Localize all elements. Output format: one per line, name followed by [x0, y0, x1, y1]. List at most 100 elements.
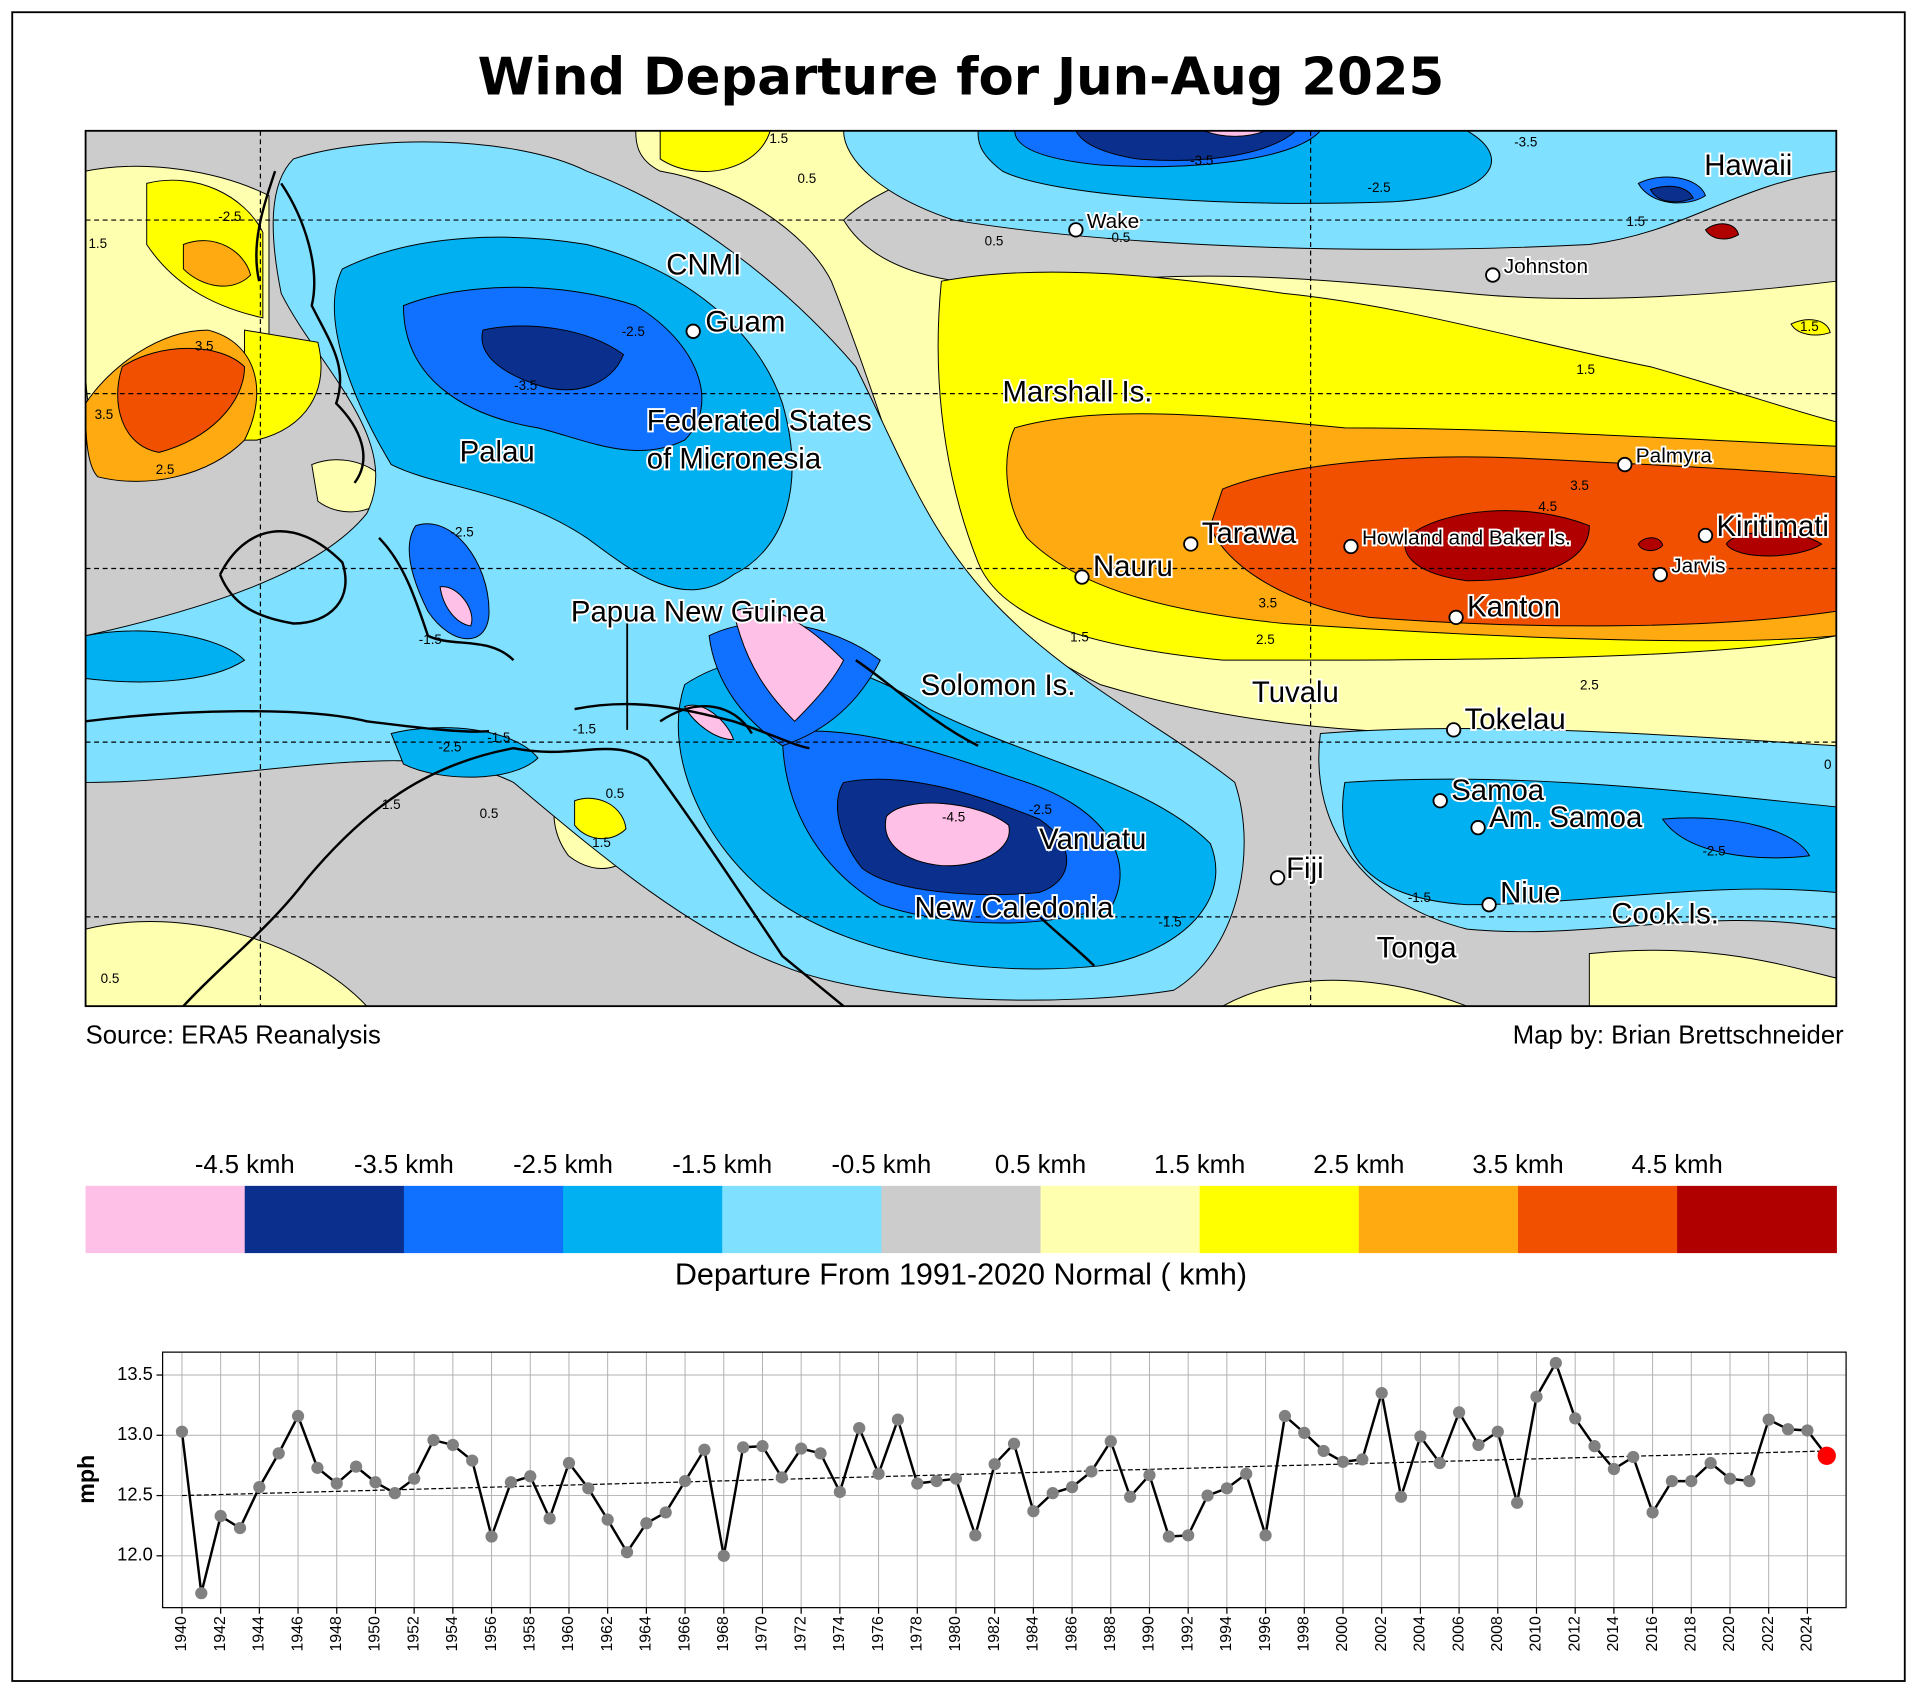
data-point: [891, 1413, 905, 1426]
coastline: [378, 537, 515, 662]
data-point: [427, 1434, 440, 1447]
data-point: [291, 1409, 305, 1423]
data-point: [1511, 1496, 1524, 1509]
colorbar-swatch: [563, 1185, 723, 1254]
data-point: [388, 1487, 401, 1500]
place-label: Marshall Is.: [1003, 375, 1153, 408]
data-point: [1472, 1438, 1485, 1452]
x-tick-label: 1960: [560, 1616, 577, 1651]
x-tick-label: 1998: [1295, 1616, 1312, 1651]
data-point: [1588, 1440, 1601, 1453]
x-tick-label: 2008: [1489, 1616, 1506, 1651]
data-point: [930, 1474, 943, 1488]
place-marker: [685, 323, 701, 339]
contour-label: 0.5: [985, 234, 1004, 249]
y-tick-label: 13.0: [117, 1423, 153, 1444]
data-point: [1433, 1456, 1446, 1470]
data-point: [1065, 1481, 1079, 1494]
place-label: Vanuatu: [1039, 823, 1146, 856]
data-point: [1549, 1356, 1562, 1370]
data-point: [408, 1472, 421, 1485]
x-tick-label: 2006: [1450, 1616, 1467, 1651]
colorbar-tick-label: 2.5 kmh: [1313, 1151, 1404, 1179]
data-point: [369, 1476, 382, 1489]
x-tick-label: 2018: [1682, 1616, 1699, 1651]
contour-label: 1.5: [1626, 214, 1645, 229]
contour-label: 1.5: [769, 131, 788, 146]
place-label: Jarvis: [1671, 555, 1725, 578]
place-label: Cook Is.: [1611, 897, 1719, 930]
place-label: Kanton: [1467, 591, 1560, 624]
x-tick-label: 1946: [289, 1616, 306, 1651]
x-tick-label: 1972: [792, 1616, 809, 1651]
contour-region: [884, 802, 1010, 867]
colorbar-swatch: [1677, 1185, 1837, 1254]
data-point: [969, 1529, 982, 1542]
coastline: [304, 746, 845, 1007]
data-point: [1201, 1489, 1214, 1502]
x-tick-label: 1982: [986, 1616, 1003, 1651]
data-point: [620, 1546, 634, 1559]
data-point: [814, 1447, 827, 1460]
place-label: CNMI: [666, 248, 741, 281]
data-point: [1240, 1467, 1253, 1480]
contour-label: 1.5: [592, 835, 611, 850]
place-marker: [1485, 267, 1501, 283]
colorbar-tick-label: 4.5 kmh: [1632, 1151, 1723, 1179]
colorbar-tick-label: -3.5 kmh: [354, 1151, 454, 1179]
contour-region: [1649, 185, 1694, 203]
data-point: [949, 1472, 963, 1485]
y-axis-label: mph: [73, 1455, 99, 1504]
x-tick-label: 1950: [367, 1616, 384, 1651]
data-point: [1801, 1424, 1814, 1437]
x-tick-label: 2016: [1644, 1616, 1661, 1651]
contour-label: 4.5: [1538, 499, 1557, 514]
place-label: Nauru: [1093, 550, 1173, 583]
data-point: [175, 1425, 189, 1438]
data-point: [330, 1477, 343, 1490]
coastline: [1026, 903, 1096, 967]
x-tick-label: 1942: [212, 1616, 229, 1651]
data-point: [640, 1517, 653, 1530]
contour-label: 0: [1824, 757, 1831, 772]
x-tick-label: 1978: [908, 1616, 925, 1651]
contour-label: -0.5: [1107, 230, 1130, 245]
line-chart: 1940 1942 1944 1946 1948 1950 1952 1954 1956 1958…: [73, 1351, 1847, 1652]
coastline: [855, 659, 979, 747]
data-point: [1627, 1450, 1640, 1464]
place-label: Papua New Guinea: [571, 595, 826, 628]
colorbar-tick-label: 3.5 kmh: [1472, 1151, 1563, 1179]
contour-region: [244, 329, 322, 441]
x-tick-label: 1956: [483, 1616, 500, 1651]
contour-label: 0.5: [101, 971, 120, 986]
data-point: [1046, 1487, 1059, 1500]
x-tick-label: 1940: [173, 1616, 190, 1651]
contour-label: -2.5: [622, 324, 645, 339]
data-point: [1646, 1506, 1659, 1519]
x-tick-label: 1996: [1257, 1616, 1274, 1651]
data-point: [1182, 1529, 1195, 1542]
place-label: Kiritimati: [1716, 510, 1828, 543]
data-point: [1607, 1462, 1620, 1476]
data-point: [1491, 1425, 1504, 1438]
map-source: Source: ERA5 Reanalysis: [86, 1021, 381, 1049]
data-point: [775, 1471, 788, 1484]
place-marker: [1448, 609, 1464, 626]
data-point: [1375, 1386, 1388, 1400]
data-point: [1394, 1490, 1408, 1503]
graticule: [85, 130, 1837, 1007]
place-label: Palmyra: [1636, 445, 1713, 468]
y-tick-label: 12.0: [117, 1544, 153, 1565]
data-point: [524, 1470, 537, 1483]
data-point: [195, 1587, 208, 1600]
coastline: [280, 182, 365, 484]
y-tick-label: 12.5: [117, 1483, 153, 1504]
data-point: [311, 1461, 324, 1474]
coastline: [182, 879, 307, 1007]
data-point: [872, 1467, 885, 1480]
place-marker: [1343, 538, 1359, 555]
data-point: [504, 1476, 518, 1489]
data-point: [1665, 1474, 1679, 1488]
contour-label: 2.5: [156, 462, 175, 477]
